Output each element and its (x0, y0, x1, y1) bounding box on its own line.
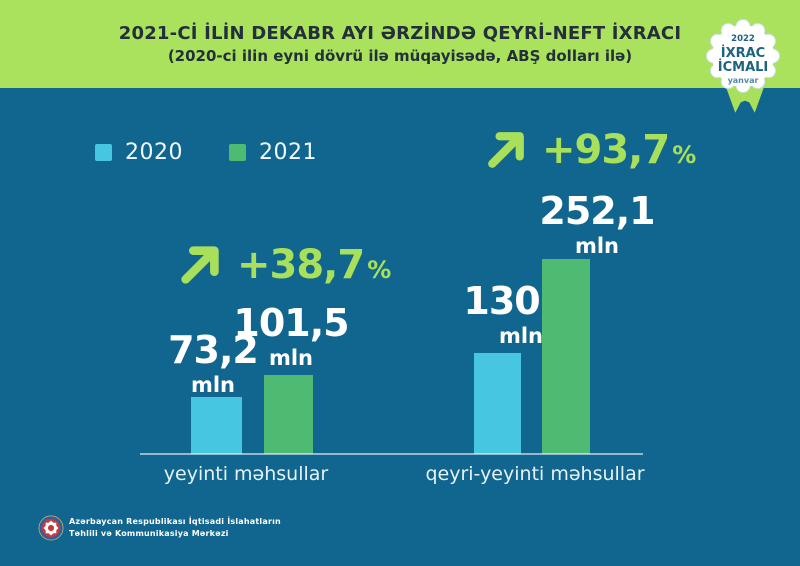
badge-title-line1: İXRAC (721, 45, 765, 61)
legend-label-2020: 2020 (125, 140, 183, 165)
header-banner: 2021-Cİ İLİN DEKABR AYI ƏRZİNDƏ QEYRİ-NE… (0, 0, 800, 88)
page-title: 2021-Cİ İLİN DEKABR AYI ƏRZİNDƏ QEYRİ-NE… (118, 23, 682, 44)
bar-food-2021 (264, 375, 313, 454)
value-number: 73,2 (168, 328, 259, 372)
legend-item-2020: 2020 (95, 140, 183, 165)
org-name-line1: Azərbaycan Respublikası İqtisadi İslahat… (69, 517, 281, 526)
value-number: 101,5 (233, 301, 349, 345)
growth-value-food: +38,7 (237, 242, 365, 288)
rosette-badge-icon: 2022 İXRAC İCMALI yanvar (706, 19, 780, 113)
category-label-food: yeyinti məhsullar (163, 463, 329, 485)
value-label-food-2020: 73,2 mln (168, 328, 259, 397)
value-unit: mln (268, 346, 314, 370)
chart-legend: 2020 2021 (95, 140, 317, 165)
axis-baseline (140, 453, 643, 455)
badge-month: yanvar (728, 76, 759, 85)
growth-indicator-food: +38,7 % (177, 241, 391, 289)
legend-label-2021: 2021 (259, 140, 317, 165)
badge-title-line2: İCMALI (718, 59, 769, 75)
page-subtitle: (2020-ci ilin eyni dövrü ilə müqayisədə,… (167, 47, 633, 65)
bar-nonfood-2021 (542, 259, 590, 454)
legend-swatch-2020 (95, 144, 112, 161)
legend-item-2021: 2021 (229, 140, 317, 165)
up-right-arrow-icon (181, 246, 219, 284)
footer: Azərbaycan Respublikası İqtisadi İslahat… (38, 515, 281, 541)
legend-swatch-2021 (229, 144, 246, 161)
bar-nonfood-2020 (474, 353, 521, 454)
percent-sign: % (367, 256, 392, 284)
percent-sign: % (672, 141, 697, 169)
bar-food-2020 (191, 397, 242, 454)
org-name: Azərbaycan Respublikası İqtisadi İslahat… (69, 516, 281, 540)
org-name-line2: Təhlili və Kommunikasiya Mərkəzi (69, 529, 229, 538)
badge-year: 2022 (731, 34, 755, 44)
value-label-nonfood-2021: 252,1 mln (539, 189, 655, 258)
value-label-food-2021: 101,5 mln (233, 301, 349, 370)
growth-value-nonfood: +93,7 (542, 127, 670, 173)
value-unit: mln (498, 324, 544, 348)
up-right-arrow-icon (488, 132, 524, 168)
growth-indicator-nonfood: +93,7 % (484, 127, 696, 173)
award-badge: 2022 İXRAC İCMALI yanvar (699, 17, 791, 117)
category-label-nonfood: qeyri-yeyinti məhsullar (425, 463, 645, 485)
coat-of-arms-icon (38, 515, 64, 541)
value-unit: mln (190, 373, 236, 397)
seal-face (712, 25, 774, 87)
value-number: 252,1 (539, 189, 655, 233)
value-unit: mln (574, 234, 620, 258)
